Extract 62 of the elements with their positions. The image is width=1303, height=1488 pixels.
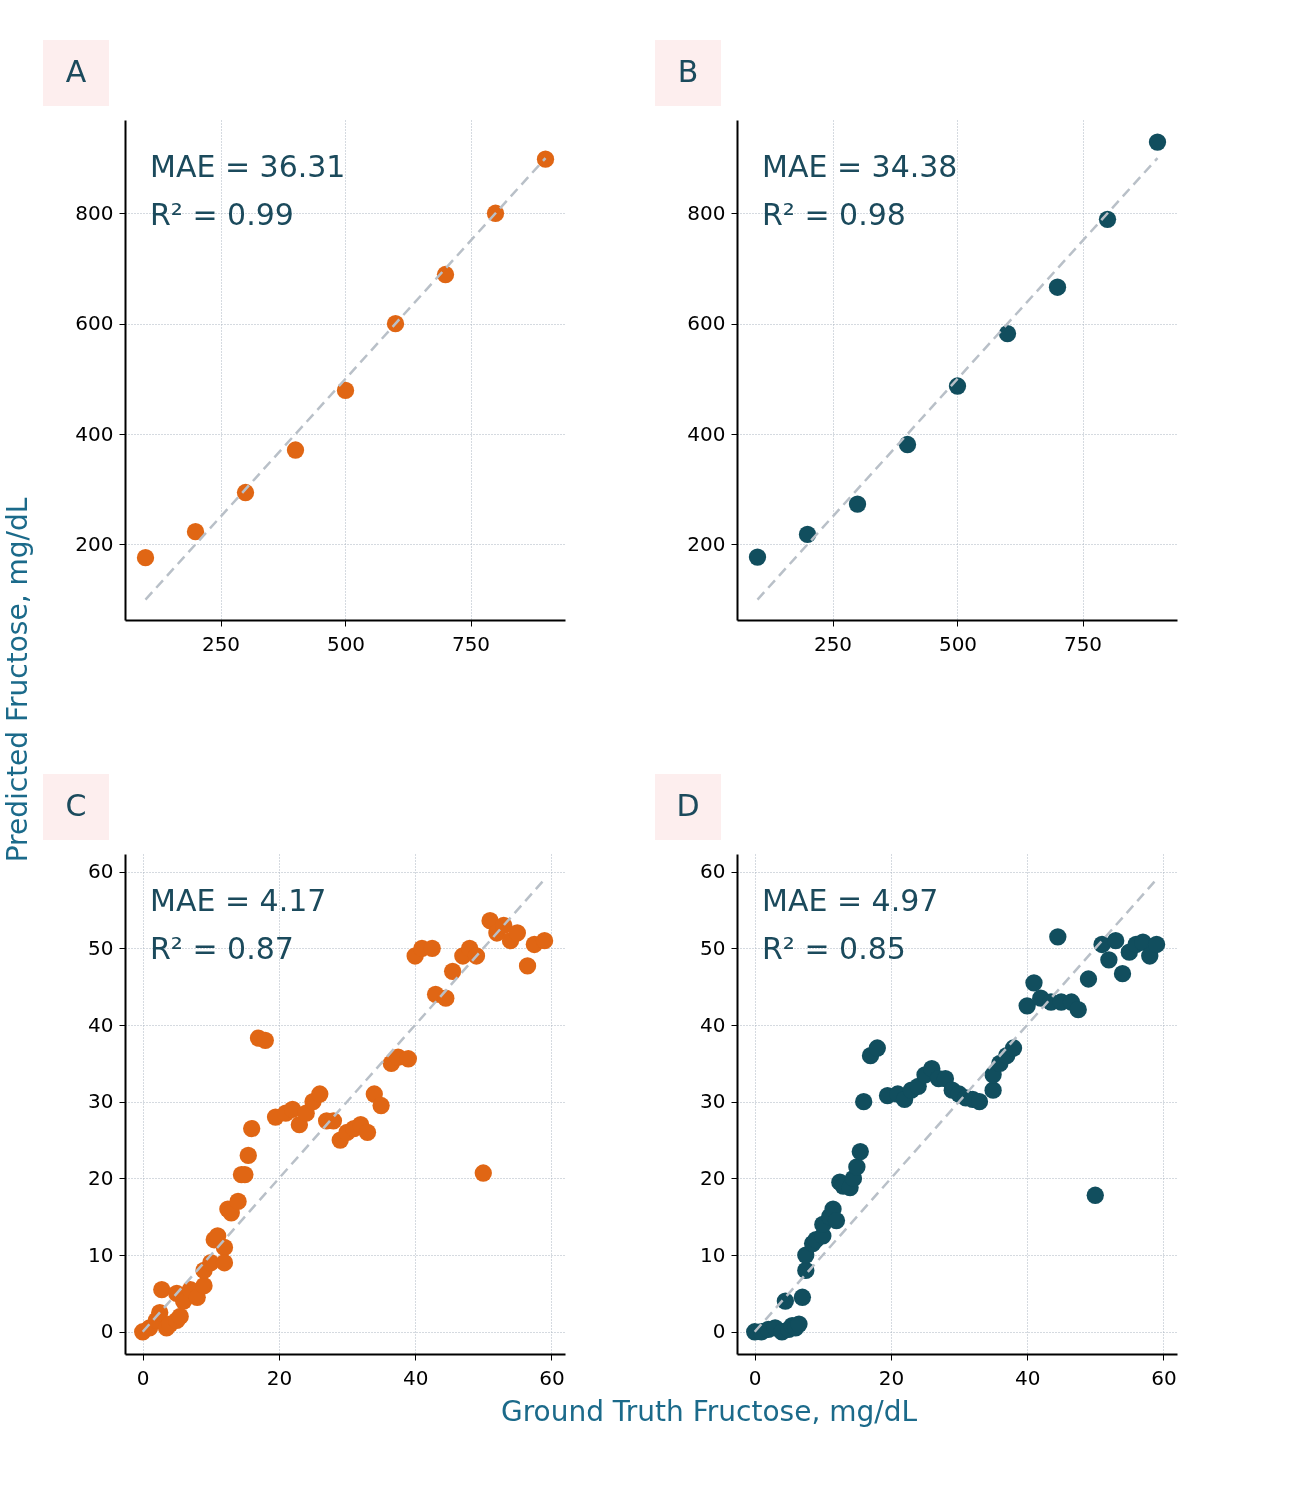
y-tick-label: 20 — [88, 1165, 114, 1190]
text: B — [677, 54, 699, 89]
point — [136, 549, 155, 567]
x-tick-label: 250 — [201, 631, 241, 656]
y-tick-label: 200 — [687, 531, 726, 556]
point — [336, 381, 355, 400]
y-tick-label: 800 — [687, 200, 726, 225]
x-tick-label: 0 — [136, 1365, 150, 1390]
annotation: R² = 0.98 — [762, 197, 906, 232]
y-tick-label: 400 — [75, 421, 114, 446]
x-tick-label: 20 — [266, 1365, 293, 1390]
annotation: MAE = 36.31 — [150, 149, 346, 184]
x-tick-label: 60 — [539, 1365, 565, 1390]
x-tick-label: 60 — [1151, 1365, 1177, 1390]
y-tick-label: 400 — [687, 421, 726, 446]
y-tick-label: 600 — [687, 311, 726, 336]
x-tick-label: 500 — [326, 631, 366, 656]
y-tick-label: 10 — [88, 1242, 114, 1267]
y-tick-label: 40 — [700, 1012, 726, 1037]
y-tick-label: 50 — [88, 935, 114, 960]
point — [186, 523, 205, 541]
point — [798, 525, 817, 544]
y-tick-label: 0 — [712, 1319, 726, 1344]
y-tick-label: 50 — [700, 935, 726, 960]
point — [998, 324, 1017, 343]
y-tick-label: 600 — [75, 311, 114, 336]
y-tick-label: 800 — [75, 200, 114, 225]
annotation: MAE = 4.17 — [150, 883, 327, 918]
annotation: MAE = 4.97 — [762, 883, 939, 918]
point — [898, 435, 917, 454]
point — [748, 548, 767, 566]
y-tick-label: 40 — [88, 1012, 114, 1037]
x-tick-label: 20 — [878, 1365, 905, 1390]
annotation: MAE = 34.38 — [762, 149, 958, 184]
text: A — [65, 54, 87, 89]
annotation: R² = 0.87 — [150, 931, 294, 966]
x-tick-label: 750 — [451, 631, 491, 656]
y-tick-label: 20 — [700, 1165, 726, 1190]
y-tick-label: 60 — [88, 859, 114, 884]
y-tick-label: 30 — [700, 1089, 726, 1114]
x-tick-label: 750 — [1063, 631, 1103, 656]
point — [1048, 278, 1067, 296]
text: D — [676, 788, 700, 823]
y-tick-label: 30 — [88, 1089, 114, 1114]
point — [1148, 133, 1167, 151]
x-tick-label: 500 — [938, 631, 978, 656]
x-tick-label: 40 — [1014, 1365, 1041, 1390]
y-tick-label: 200 — [75, 531, 114, 556]
x-axis-title: Ground Truth Fructose, mg/dL — [500, 1395, 918, 1428]
annotation: R² = 0.85 — [762, 931, 906, 966]
y-tick-label: 0 — [100, 1319, 114, 1344]
x-tick-label: 0 — [748, 1365, 762, 1390]
y-tick-label: 60 — [700, 859, 726, 884]
text: C — [65, 788, 87, 823]
x-tick-label: 40 — [402, 1365, 429, 1390]
point — [286, 441, 305, 459]
y-axis-title: Predicted Fructose, mg/dL — [1, 497, 34, 863]
x-tick-label: 250 — [813, 631, 853, 656]
y-tick-label: 10 — [700, 1242, 726, 1267]
point — [536, 150, 555, 168]
point — [848, 495, 867, 513]
annotation: R² = 0.99 — [150, 197, 294, 232]
